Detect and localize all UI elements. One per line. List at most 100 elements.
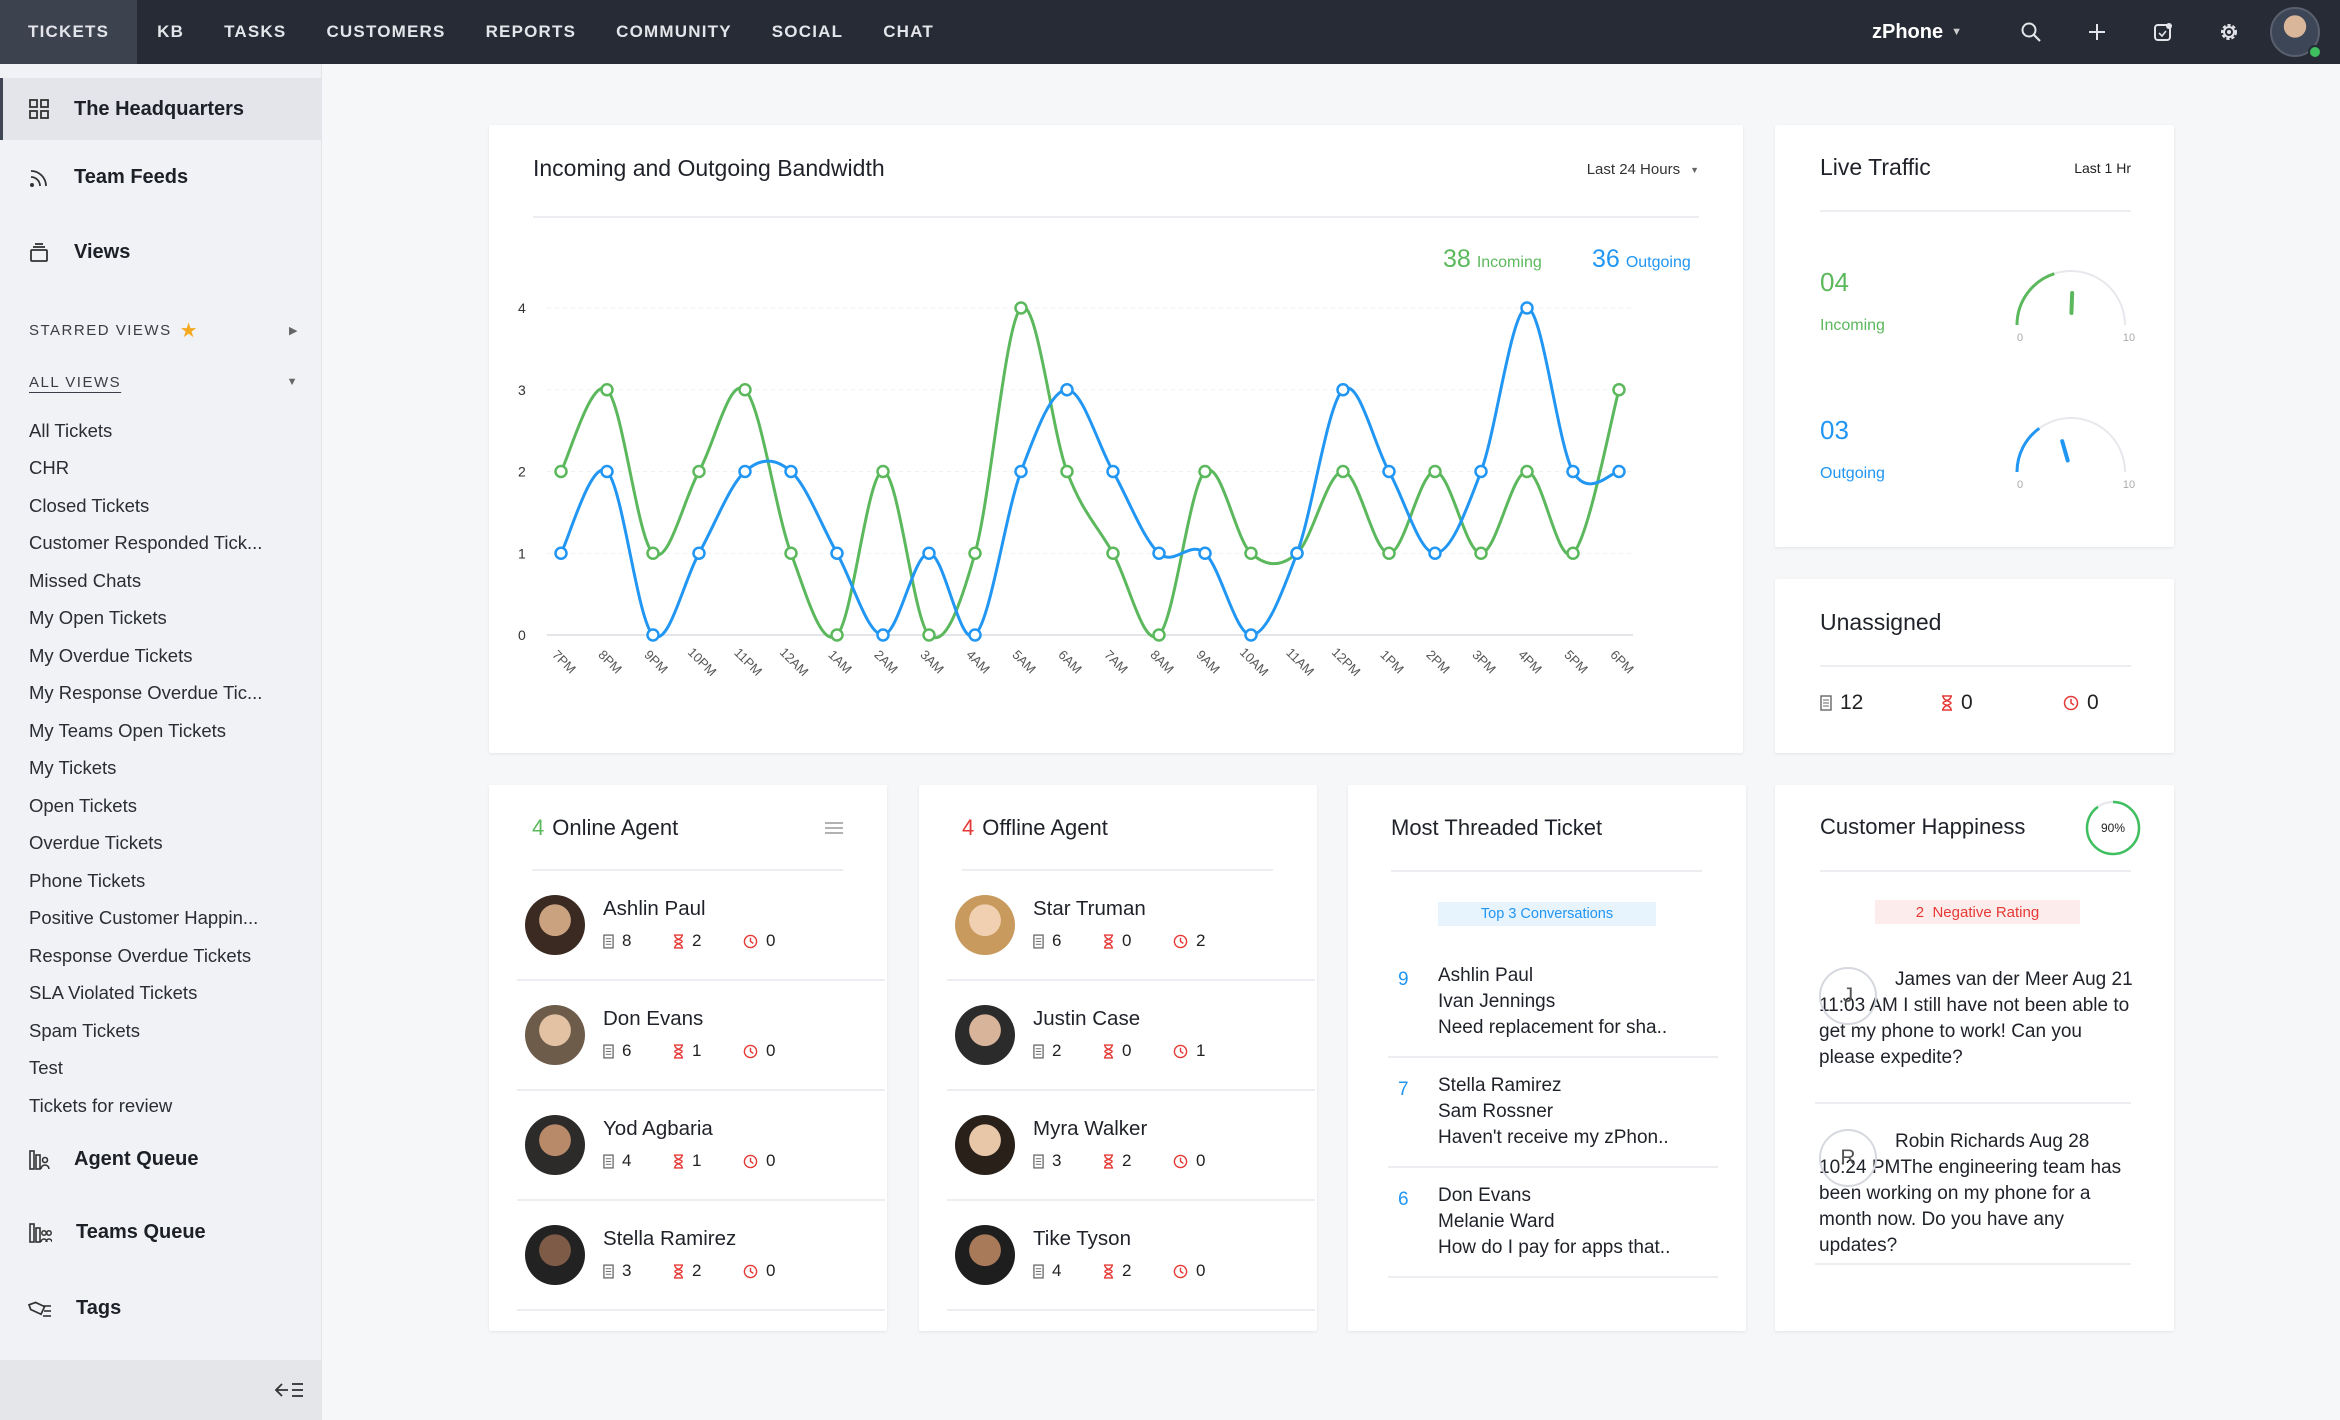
data-point-outgoing[interactable]	[1520, 301, 1534, 315]
sidebar-item-headquarters[interactable]: The Headquarters	[0, 78, 321, 140]
collapse-sidebar-button[interactable]	[0, 1360, 322, 1420]
sidebar-item-agent-queue[interactable]: Agent Queue	[0, 1125, 321, 1195]
data-point-outgoing[interactable]	[1428, 546, 1442, 560]
user-avatar[interactable]	[2270, 7, 2322, 59]
agent-row[interactable]: Myra Walker 3 2 0	[947, 1091, 1315, 1201]
data-point-outgoing[interactable]	[1014, 464, 1028, 479]
menu-icon[interactable]	[825, 821, 843, 840]
data-point-incoming[interactable]	[1198, 464, 1212, 479]
agent-row[interactable]: Don Evans 6 1 0	[517, 981, 885, 1091]
sidebar-item-team-feeds[interactable]: Team Feeds	[0, 140, 321, 215]
data-point-incoming[interactable]	[1520, 464, 1534, 479]
data-point-incoming[interactable]	[1612, 383, 1626, 397]
data-point-outgoing[interactable]	[554, 546, 568, 560]
agent-row[interactable]: Tike Tyson 4 2 0	[947, 1201, 1315, 1311]
data-point-outgoing[interactable]	[646, 628, 660, 642]
department-selector[interactable]: zPhone ▼	[1872, 21, 1962, 44]
tab-reports[interactable]: REPORTS	[485, 22, 577, 41]
data-point-outgoing[interactable]	[1198, 546, 1212, 560]
view-item[interactable]: Closed Tickets	[29, 494, 150, 516]
threaded-ticket-item[interactable]: 9 Ashlin Paul Ivan Jennings Need replace…	[1398, 965, 1728, 1065]
view-item[interactable]: Phone Tickets	[29, 869, 146, 891]
starred-views-toggle[interactable]: STARRED VIEWS ★ ▶	[0, 304, 321, 356]
feedback-item[interactable]: J James van der Meer Aug 21 11:03 AM I s…	[1819, 967, 2139, 1071]
period-dropdown[interactable]: Last 24 Hours ▼	[1587, 161, 1699, 178]
data-point-outgoing[interactable]	[830, 546, 844, 560]
view-item[interactable]: All Tickets	[29, 419, 113, 441]
add-icon[interactable]	[2064, 0, 2130, 64]
view-item[interactable]: Open Tickets	[29, 794, 137, 816]
sidebar-item-views[interactable]: Views	[0, 215, 321, 290]
data-point-incoming[interactable]	[1428, 464, 1442, 479]
data-point-incoming[interactable]	[1060, 464, 1074, 479]
data-point-incoming[interactable]	[1474, 546, 1488, 560]
data-point-outgoing[interactable]	[784, 464, 798, 479]
sidebar-item-teams-queue[interactable]: Teams Queue	[0, 1195, 321, 1271]
view-item[interactable]: Missed Chats	[29, 569, 142, 591]
data-point-incoming[interactable]	[784, 546, 798, 560]
data-point-incoming[interactable]	[1106, 546, 1120, 560]
data-point-outgoing[interactable]	[968, 628, 982, 642]
agent-row[interactable]: Stella Ramirez 3 2 0	[517, 1201, 885, 1311]
data-point-outgoing[interactable]	[1244, 628, 1258, 642]
view-item[interactable]: Spam Tickets	[29, 1019, 141, 1041]
data-point-incoming[interactable]	[922, 628, 936, 642]
data-point-outgoing[interactable]	[1474, 464, 1488, 479]
view-item[interactable]: My Teams Open Tickets	[29, 719, 227, 741]
tab-customers[interactable]: CUSTOMERS	[326, 22, 446, 41]
view-item[interactable]: My Response Overdue Tic...	[29, 682, 263, 704]
data-point-incoming[interactable]	[1566, 546, 1580, 560]
sidebar-item-tags[interactable]: Tags	[0, 1271, 321, 1347]
view-item[interactable]: Positive Customer Happin...	[29, 907, 259, 929]
data-point-outgoing[interactable]	[738, 464, 752, 479]
view-item[interactable]: Customer Responded Tick...	[29, 532, 263, 554]
data-point-incoming[interactable]	[554, 464, 568, 479]
all-views-toggle[interactable]: ALL VIEWS ▼	[0, 356, 321, 408]
view-item[interactable]: Tickets for review	[29, 1094, 173, 1116]
search-icon[interactable]	[1998, 0, 2064, 64]
data-point-incoming[interactable]	[738, 383, 752, 397]
tab-social[interactable]: SOCIAL	[771, 22, 844, 41]
view-item[interactable]: CHR	[29, 457, 70, 479]
view-item[interactable]: Test	[29, 1057, 63, 1079]
data-point-incoming[interactable]	[692, 464, 706, 479]
data-point-outgoing[interactable]	[1566, 464, 1580, 479]
data-point-outgoing[interactable]	[876, 628, 890, 642]
data-point-incoming[interactable]	[968, 546, 982, 560]
agent-row[interactable]: Star Truman 6 0 2	[947, 871, 1315, 981]
data-point-outgoing[interactable]	[1382, 464, 1396, 479]
data-point-incoming[interactable]	[1382, 546, 1396, 560]
data-point-incoming[interactable]	[876, 464, 890, 479]
data-point-outgoing[interactable]	[1152, 546, 1166, 560]
view-item[interactable]: SLA Violated Tickets	[29, 982, 198, 1004]
tab-kb[interactable]: KB	[157, 22, 185, 41]
data-point-outgoing[interactable]	[692, 546, 706, 560]
data-point-outgoing[interactable]	[1336, 383, 1350, 397]
tab-community[interactable]: COMMUNITY	[616, 22, 732, 41]
agent-row[interactable]: Yod Agbaria 4 1 0	[517, 1091, 885, 1201]
view-item[interactable]: My Open Tickets	[29, 607, 167, 629]
agent-row[interactable]: Justin Case 2 0 1	[947, 981, 1315, 1091]
threaded-ticket-item[interactable]: 7 Stella Ramirez Sam Rossner Haven't rec…	[1398, 1075, 1728, 1175]
data-point-incoming[interactable]	[600, 383, 614, 397]
notification-icon[interactable]	[2130, 0, 2196, 64]
data-point-incoming[interactable]	[1014, 301, 1028, 315]
tab-tickets[interactable]: TICKETS	[0, 0, 138, 64]
data-point-incoming[interactable]	[830, 628, 844, 642]
data-point-incoming[interactable]	[1244, 546, 1258, 560]
data-point-outgoing[interactable]	[922, 546, 936, 560]
view-item[interactable]: Overdue Tickets	[29, 832, 163, 854]
feedback-item[interactable]: R Robin Richards Aug 28 10:24 PMThe engi…	[1819, 1129, 2139, 1259]
data-point-incoming[interactable]	[1152, 628, 1166, 642]
tab-chat[interactable]: CHAT	[883, 22, 934, 41]
data-point-outgoing[interactable]	[1290, 546, 1304, 560]
data-point-incoming[interactable]	[1336, 464, 1350, 479]
view-item[interactable]: My Tickets	[29, 757, 117, 779]
data-point-outgoing[interactable]	[1106, 464, 1120, 479]
view-item[interactable]: My Overdue Tickets	[29, 644, 193, 666]
data-point-outgoing[interactable]	[600, 464, 614, 479]
agent-row[interactable]: Ashlin Paul 8 2 0	[517, 871, 885, 981]
data-point-outgoing[interactable]	[1612, 464, 1626, 479]
gear-icon[interactable]	[2196, 0, 2262, 64]
data-point-incoming[interactable]	[646, 546, 660, 560]
